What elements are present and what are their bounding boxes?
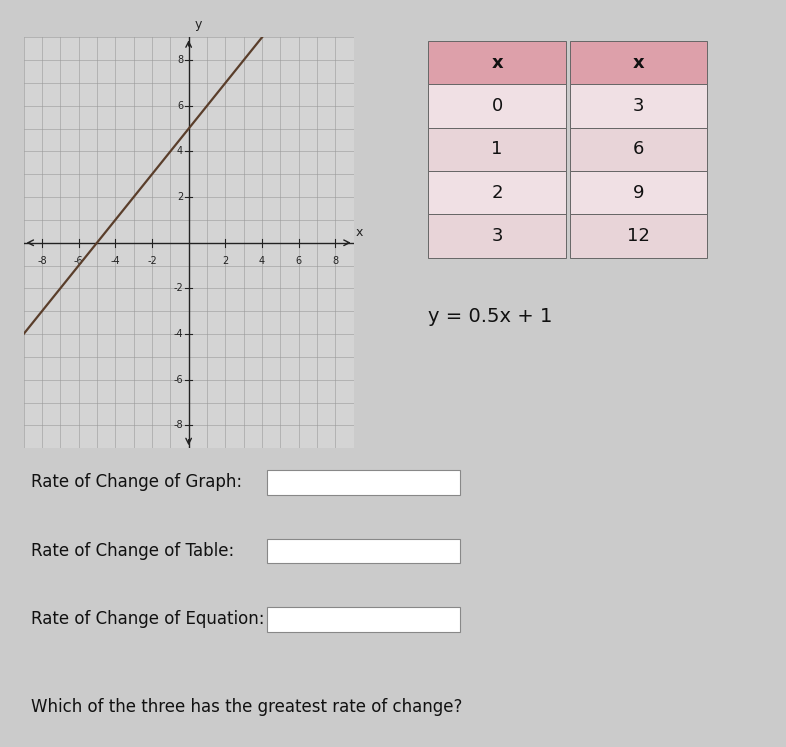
Text: 2: 2 <box>491 184 503 202</box>
Text: -2: -2 <box>147 256 157 267</box>
Text: -8: -8 <box>37 256 46 267</box>
Text: 4: 4 <box>259 256 265 267</box>
Text: Rate of Change of Graph:: Rate of Change of Graph: <box>31 473 243 491</box>
Text: -2: -2 <box>174 283 183 294</box>
Text: 2: 2 <box>177 192 183 202</box>
Text: 4: 4 <box>177 146 183 156</box>
Text: 2: 2 <box>222 256 229 267</box>
Text: -6: -6 <box>174 375 183 385</box>
Text: x: x <box>355 226 363 239</box>
Text: -4: -4 <box>111 256 120 267</box>
Text: y: y <box>194 18 201 31</box>
Text: y = 0.5x + 1: y = 0.5x + 1 <box>428 307 553 326</box>
Text: 3: 3 <box>491 227 503 245</box>
Text: Rate of Change of Table:: Rate of Change of Table: <box>31 542 235 560</box>
Text: 9: 9 <box>633 184 645 202</box>
Text: 1: 1 <box>491 140 503 158</box>
Text: -6: -6 <box>74 256 83 267</box>
Text: x: x <box>633 54 645 72</box>
Text: Which of the three has the greatest rate of change?: Which of the three has the greatest rate… <box>31 698 463 716</box>
Text: x: x <box>491 54 503 72</box>
Text: 6: 6 <box>633 140 645 158</box>
Text: 0: 0 <box>491 97 503 115</box>
Text: -4: -4 <box>174 329 183 339</box>
Text: 8: 8 <box>332 256 339 267</box>
Text: Rate of Change of Equation:: Rate of Change of Equation: <box>31 610 265 628</box>
Text: 3: 3 <box>633 97 645 115</box>
Text: 12: 12 <box>627 227 650 245</box>
Text: 6: 6 <box>177 101 183 111</box>
Text: 8: 8 <box>177 55 183 65</box>
Text: -8: -8 <box>174 421 183 430</box>
Text: 6: 6 <box>296 256 302 267</box>
